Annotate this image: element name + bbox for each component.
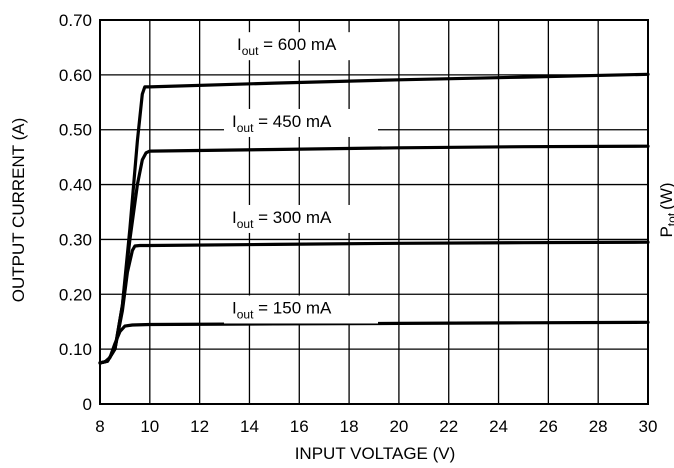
y-tick-label: 0.40 xyxy=(59,176,92,195)
y-tick-label: 0.30 xyxy=(59,230,92,249)
x-tick-label: 22 xyxy=(439,417,458,436)
series-label-sub: out xyxy=(237,121,254,135)
y-tick-label: 0.60 xyxy=(59,66,92,85)
x-tick-label: 8 xyxy=(95,417,104,436)
y-tick-labels: 0 0.10 0.20 0.30 0.40 0.50 0.60 0.70 xyxy=(59,11,92,414)
x-tick-labels: 8 10 12 14 16 18 20 22 24 26 28 30 xyxy=(95,417,657,436)
series-label-sub: out xyxy=(242,44,259,58)
right-axis-title-main: P xyxy=(657,226,674,237)
series-label-0: Iout = 600 mA xyxy=(237,35,337,58)
series-label-background xyxy=(229,32,383,61)
x-axis-title: INPUT VOLTAGE (V) xyxy=(295,444,456,463)
x-tick-label: 30 xyxy=(639,417,658,436)
series-label-background xyxy=(224,295,379,324)
plot-frame xyxy=(99,19,649,405)
y-tick-label: 0.50 xyxy=(59,121,92,140)
series-line-1 xyxy=(98,144,650,365)
right-axis-title-unit: (W) xyxy=(657,182,674,209)
series-label-main: I xyxy=(232,298,237,317)
series-label-main: I xyxy=(232,208,237,227)
y-tick-label: 0.70 xyxy=(59,11,92,30)
x-tick-label: 10 xyxy=(140,417,159,436)
x-tick-label: 12 xyxy=(190,417,209,436)
series-label-rest: = 300 mA xyxy=(253,208,332,227)
series-label-rest: = 150 mA xyxy=(253,298,332,317)
series-label-rest: = 450 mA xyxy=(253,112,332,131)
series-label-sub: out xyxy=(237,307,254,321)
series-label-1: Iout = 450 mA xyxy=(232,112,332,135)
x-tick-label: 24 xyxy=(489,417,508,436)
series-line-2 xyxy=(98,240,650,365)
x-tick-label: 28 xyxy=(589,417,608,436)
series-label-sub: out xyxy=(237,217,254,231)
series-label-main: I xyxy=(237,35,242,54)
series-label-3: Iout = 150 mA xyxy=(232,298,332,321)
y-tick-label: 0 xyxy=(83,395,92,414)
series-label-main: I xyxy=(232,112,237,131)
right-axis-title-sub: tot xyxy=(665,212,674,226)
y-tick-label: 0.10 xyxy=(59,340,92,359)
series-label-background xyxy=(224,204,379,233)
x-tick-label: 16 xyxy=(290,417,309,436)
series-line-3 xyxy=(98,320,650,365)
series-label-rest: = 600 mA xyxy=(258,35,337,54)
y-axis-title: OUTPUT CURRENT (A) xyxy=(9,118,28,303)
curves xyxy=(98,72,650,365)
x-tick-label: 20 xyxy=(389,417,408,436)
x-tick-label: 14 xyxy=(240,417,259,436)
x-tick-label: 26 xyxy=(539,417,558,436)
x-tick-label: 18 xyxy=(340,417,359,436)
series-label-2: Iout = 300 mA xyxy=(232,208,332,231)
series-label-background xyxy=(224,108,379,137)
y-tick-label: 0.20 xyxy=(59,285,92,304)
right-axis-title: Ptot (W) xyxy=(657,182,674,237)
